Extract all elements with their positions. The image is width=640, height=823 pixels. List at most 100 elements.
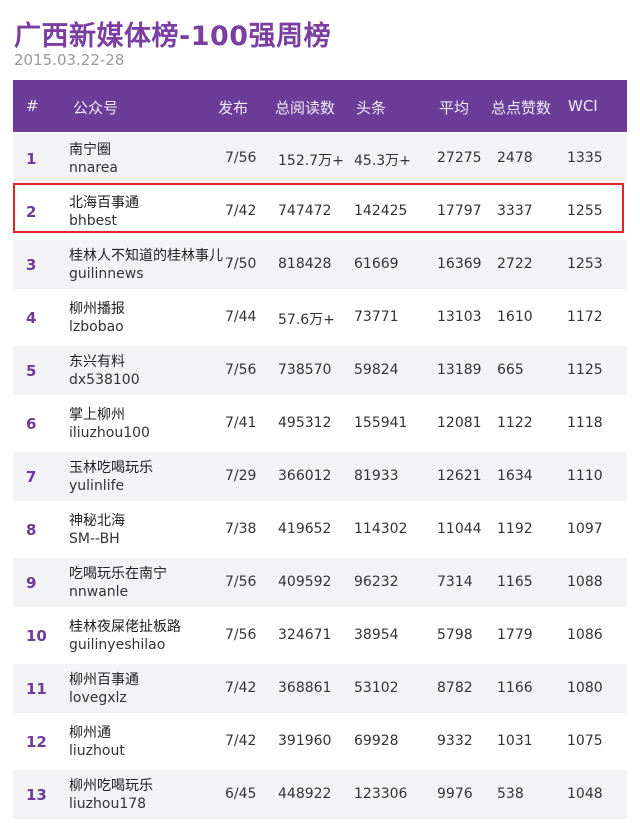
posts-cell: 7/29 [225, 468, 257, 484]
likes-cell: 1122 [497, 415, 533, 431]
rank-number: 13 [26, 786, 47, 804]
header-wci: WCI [568, 97, 598, 115]
average-cell: 27275 [437, 150, 482, 166]
posts-cell: 7/42 [225, 680, 257, 696]
average-cell: 11044 [437, 521, 482, 537]
wci-cell: 1253 [567, 256, 603, 272]
total-reads-cell: 818428 [278, 256, 332, 272]
likes-cell: 1610 [497, 309, 533, 325]
likes-cell: 1165 [497, 574, 533, 590]
wci-cell: 1118 [567, 415, 603, 431]
headline-cell: 61669 [354, 256, 399, 272]
wci-cell: 1075 [567, 733, 603, 749]
wci-cell: 1080 [567, 680, 603, 696]
wci-cell: 1255 [567, 203, 603, 219]
wci-cell: 1125 [567, 362, 603, 378]
rank-number: 10 [26, 627, 47, 645]
headline-cell: 96232 [354, 574, 399, 590]
wci-cell: 1048 [567, 786, 603, 802]
header-likes: 总点赞数 [491, 99, 552, 117]
total-reads-cell: 368861 [278, 680, 332, 696]
account-name: 东兴有料 [69, 354, 125, 370]
ranking-table-body: 1 南宁圈 nnarea 7/56 152.7万+ 45.3万+ 27275 2478 1335… [13, 134, 627, 823]
headline-cell: 73771 [354, 309, 399, 325]
rank-number: 9 [26, 574, 37, 592]
total-reads-cell: 324671 [278, 627, 332, 643]
table-row: 5 东兴有料 dx538100 7/56 738570 59824 13189 665 1125 [13, 346, 627, 395]
table-header: # 公众号 发布 总阅读数 头条 平均 总点赞数 WCI [13, 80, 627, 132]
account-id: SM--BH [69, 531, 120, 547]
total-reads-cell: 57.6万+ [278, 312, 335, 328]
table-row: 11 柳州百事通 lovegxlz 7/42 368861 53102 8782 1166 10… [13, 664, 627, 713]
account-id: yulinlife [69, 478, 125, 494]
table-row: 2 北海百事通 bhbest 7/42 747472 142425 17797 3337 125… [13, 187, 627, 236]
rank-number: 5 [26, 362, 37, 380]
account-name: 桂林人不知道的桂林事儿 [69, 248, 223, 264]
wci-cell: 1172 [567, 309, 603, 325]
headline-cell: 38954 [354, 627, 399, 643]
posts-cell: 7/41 [225, 415, 257, 431]
header-rank: # [26, 97, 39, 115]
rank-number: 2 [26, 203, 37, 221]
total-reads-cell: 448922 [278, 786, 332, 802]
table-row: 6 掌上柳州 iliuzhou100 7/41 495312 155941 12081 112… [13, 399, 627, 448]
date-range: 2015.03.22-28 [14, 51, 125, 69]
headline-cell: 142425 [354, 203, 408, 219]
likes-cell: 1031 [497, 733, 533, 749]
likes-cell: 2722 [497, 256, 533, 272]
posts-cell: 7/56 [225, 362, 257, 378]
account-id: guilinnews [69, 266, 144, 282]
likes-cell: 1166 [497, 680, 533, 696]
account-id: bhbest [69, 213, 118, 229]
average-cell: 9976 [437, 786, 473, 802]
headline-cell: 45.3万+ [354, 153, 411, 169]
page-title: 广西新媒体榜-100强周榜 [14, 21, 332, 52]
total-reads-cell: 152.7万+ [278, 153, 344, 169]
account-name: 玉林吃喝玩乐 [69, 460, 153, 476]
average-cell: 12621 [437, 468, 482, 484]
account-name: 吃喝玩乐在南宁 [69, 566, 167, 582]
account-id: nnwanle [69, 584, 129, 600]
posts-cell: 7/42 [225, 203, 257, 219]
account-name: 神秘北海 [69, 513, 125, 529]
wci-cell: 1335 [567, 150, 603, 166]
header-account: 公众号 [73, 99, 119, 117]
total-reads-cell: 747472 [278, 203, 332, 219]
average-cell: 9332 [437, 733, 473, 749]
account-name: 柳州百事通 [69, 672, 139, 688]
account-name: 北海百事通 [69, 195, 139, 211]
account-id: iliuzhou100 [69, 425, 150, 441]
account-name: 柳州播报 [69, 301, 125, 317]
table-row: 10 桂林夜屎佬扯板路 guilinyeshilao 7/56 324671 38954 5… [13, 611, 627, 660]
table-row: 12 柳州通 liuzhout 7/42 391960 69928 9332 1031 1075 [13, 717, 627, 766]
account-id: lzbobao [69, 319, 124, 335]
rank-number: 7 [26, 468, 37, 486]
average-cell: 8782 [437, 680, 473, 696]
likes-cell: 2478 [497, 150, 533, 166]
posts-cell: 7/56 [225, 574, 257, 590]
likes-cell: 3337 [497, 203, 533, 219]
headline-cell: 81933 [354, 468, 399, 484]
total-reads-cell: 391960 [278, 733, 332, 749]
posts-cell: 7/38 [225, 521, 257, 537]
likes-cell: 538 [497, 786, 524, 802]
average-cell: 13103 [437, 309, 482, 325]
headline-cell: 69928 [354, 733, 399, 749]
account-id: guilinyeshilao [69, 637, 166, 653]
account-name: 柳州通 [69, 725, 111, 741]
rank-number: 3 [26, 256, 37, 274]
account-id: lovegxlz [69, 690, 127, 706]
rank-number: 1 [26, 150, 37, 168]
header-average: 平均 [439, 99, 470, 117]
wci-cell: 1086 [567, 627, 603, 643]
rank-number: 6 [26, 415, 37, 433]
likes-cell: 1634 [497, 468, 533, 484]
headline-cell: 155941 [354, 415, 408, 431]
likes-cell: 1192 [497, 521, 533, 537]
posts-cell: 7/50 [225, 256, 257, 272]
table-row: 4 柳州播报 lzbobao 7/44 57.6万+ 73771 13103 1610 1172 [13, 293, 627, 342]
table-row: 3 桂林人不知道的桂林事儿 guilinnews 7/50 818428 61669 163… [13, 240, 627, 289]
wci-cell: 1088 [567, 574, 603, 590]
total-reads-cell: 366012 [278, 468, 332, 484]
average-cell: 5798 [437, 627, 473, 643]
